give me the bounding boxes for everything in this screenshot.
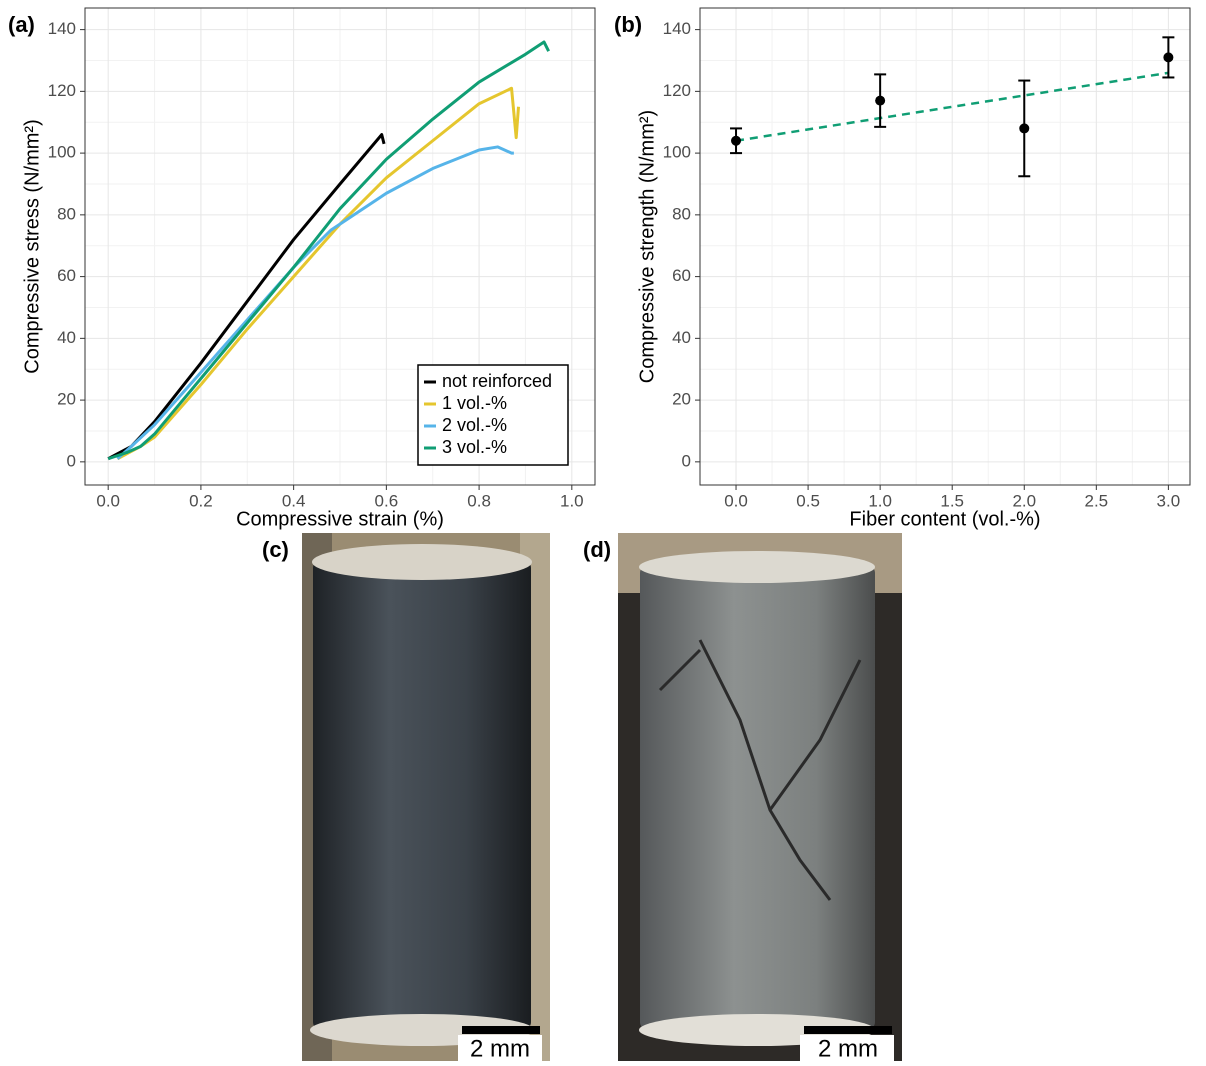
legend-box: [417, 364, 569, 466]
legend-label: not reinforced: [442, 371, 552, 391]
y-tick-label: 140: [663, 19, 691, 38]
y-tick-label: 80: [57, 204, 76, 223]
x-tick-label: 2.5: [1085, 491, 1109, 510]
y-axis-title: Compressive strength (N/mm²): [636, 110, 658, 383]
y-tick-label: 20: [672, 390, 691, 409]
x-tick-label: 0.0: [724, 491, 748, 510]
x-axis-title: Compressive strain (%): [236, 508, 444, 530]
x-tick-label: 3.0: [1157, 491, 1181, 510]
y-tick-label: 60: [57, 266, 76, 285]
legend-label: 1 vol.-%: [442, 393, 507, 413]
data-point: [1019, 123, 1030, 134]
x-tick-label: 0.0: [96, 491, 120, 510]
photo-c: 2 mm: [302, 533, 550, 1062]
data-point: [875, 95, 886, 106]
x-tick-label: 0.2: [189, 491, 213, 510]
data-line: [107, 40, 550, 461]
data-point: [1163, 52, 1174, 63]
y-tick-label: 0: [67, 451, 76, 470]
x-axis-title: Fiber content (vol.-%): [849, 508, 1040, 530]
x-tick-label: 0.5: [796, 491, 820, 510]
x-tick-label: 1.0: [868, 491, 892, 510]
scale-bar-label: 2 mm: [818, 1035, 878, 1061]
y-axis-title: Compressive stress (N/mm²): [21, 119, 43, 373]
panel-label: (a): [8, 12, 35, 37]
x-tick-label: 0.6: [375, 491, 399, 510]
y-tick-label: 100: [48, 143, 76, 162]
plot-border: [84, 7, 596, 486]
data-line: [107, 133, 386, 461]
y-tick-label: 40: [57, 328, 76, 347]
y-tick-label: 20: [57, 390, 76, 409]
x-tick-label: 1.0: [560, 491, 584, 510]
photo-d: 2 mm: [618, 533, 902, 1062]
panel-label: (c): [262, 537, 289, 562]
scale-bar-label: 2 mm: [470, 1035, 530, 1061]
x-tick-label: 0.4: [282, 491, 306, 510]
plot-border: [699, 7, 1191, 486]
y-tick-label: 120: [48, 81, 76, 100]
x-tick-label: 2.0: [1012, 491, 1036, 510]
y-tick-label: 140: [48, 19, 76, 38]
y-tick-label: 120: [663, 81, 691, 100]
y-tick-label: 80: [672, 204, 691, 223]
x-tick-label: 0.8: [467, 491, 491, 510]
y-tick-label: 0: [682, 451, 691, 470]
trend-line: [735, 71, 1169, 142]
legend-label: 3 vol.-%: [442, 437, 507, 457]
data-point: [731, 135, 742, 146]
panel-label: (d): [583, 537, 611, 562]
panel-label: (b): [614, 12, 642, 37]
y-tick-label: 40: [672, 328, 691, 347]
y-tick-label: 100: [663, 143, 691, 162]
data-line: [116, 145, 514, 460]
legend-label: 2 vol.-%: [442, 415, 507, 435]
y-tick-label: 60: [672, 266, 691, 285]
x-tick-label: 1.5: [940, 491, 964, 510]
